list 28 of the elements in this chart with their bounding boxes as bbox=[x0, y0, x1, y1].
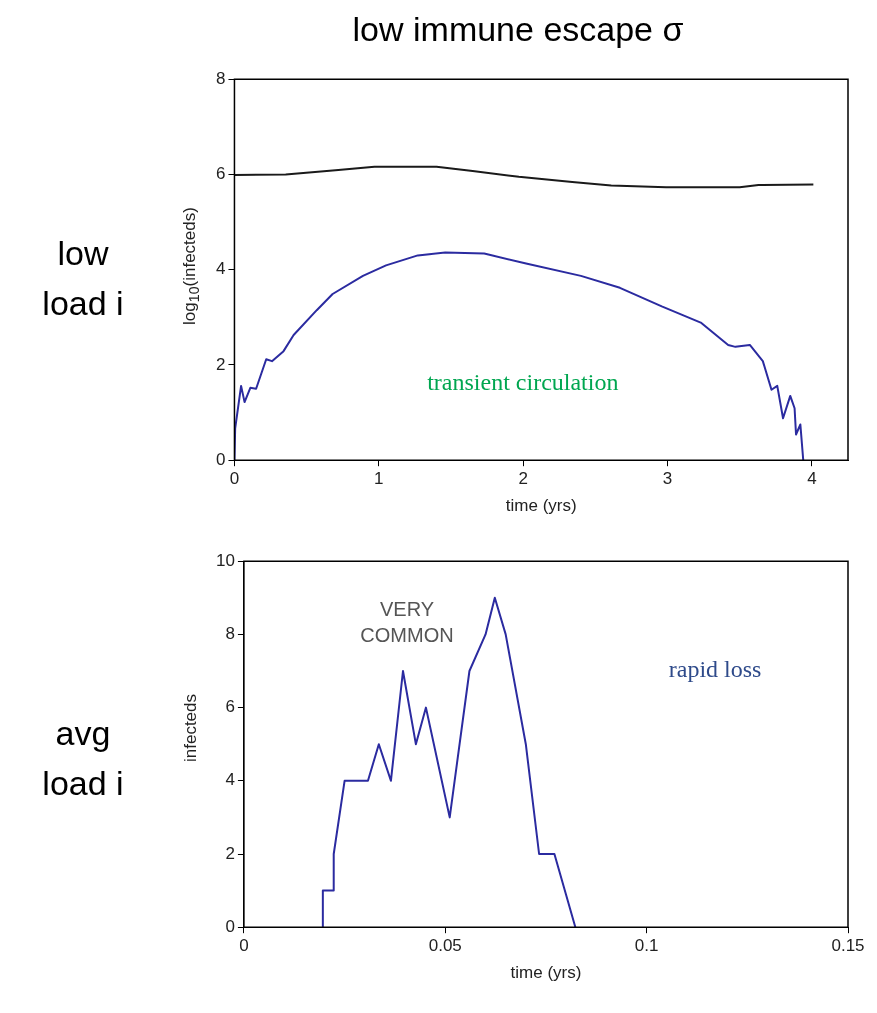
y-tick-label: 2 bbox=[225, 843, 235, 863]
y-tick-label: 6 bbox=[225, 697, 235, 717]
x-tick-label: 3 bbox=[662, 469, 673, 489]
y-tick-label: 0 bbox=[215, 449, 226, 469]
x-tick-label: 4 bbox=[807, 469, 817, 489]
chart-title: low immune escape σ bbox=[351, 10, 685, 49]
annotation: transient circulation bbox=[427, 369, 619, 396]
x-tick-label: 0.05 bbox=[428, 936, 462, 956]
x-tick-label: 2 bbox=[518, 469, 528, 489]
y-tick-label: 4 bbox=[215, 259, 226, 279]
x-tick-label: 0 bbox=[239, 936, 249, 956]
y-tick-label: 8 bbox=[215, 68, 226, 88]
annotation: rapid loss bbox=[668, 656, 762, 683]
y-tick-label: 2 bbox=[215, 354, 226, 374]
x-axis-title: time (yrs) bbox=[510, 963, 582, 983]
x-axis-title: time (yrs) bbox=[505, 496, 577, 516]
text: avg load i bbox=[41, 713, 125, 804]
annotation: VERY COMMON bbox=[360, 597, 454, 646]
x-tick-label: 0.1 bbox=[634, 936, 659, 956]
y-tick-label: 4 bbox=[225, 770, 235, 790]
x-tick-label: 1 bbox=[374, 469, 384, 489]
x-tick-label: 0.15 bbox=[831, 936, 865, 956]
y-tick-label: 10 bbox=[215, 550, 235, 570]
text: low load i bbox=[41, 233, 125, 324]
y-tick-label: 6 bbox=[215, 164, 226, 184]
y-tick-label: 0 bbox=[225, 916, 235, 936]
y-tick-label: 8 bbox=[225, 624, 235, 644]
y-axis-title: infecteds bbox=[181, 693, 201, 763]
